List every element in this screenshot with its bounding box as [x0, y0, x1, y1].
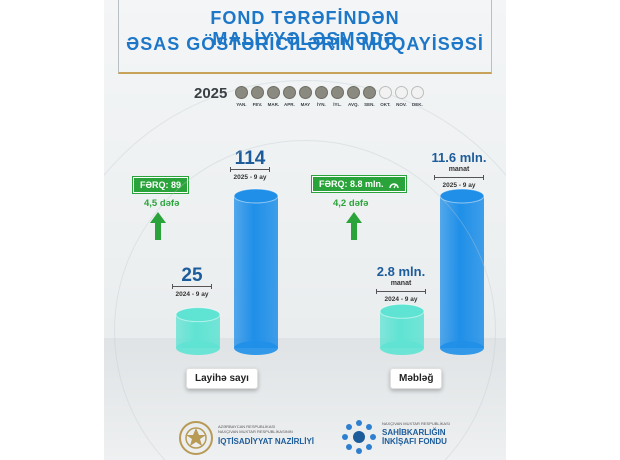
fund-emblem-icon: [342, 420, 376, 454]
bar-2025---9-ay: [233, 188, 279, 355]
bar-2024---9-ay: [175, 307, 221, 355]
month-label: APR.: [283, 102, 295, 107]
label-rule: [434, 175, 484, 180]
month-marker: MAR.: [265, 86, 281, 107]
category-axis-label-amount: Məbləğ: [390, 368, 443, 389]
category-label-projects-2025: 2025 - 9 ay: [233, 174, 267, 181]
ratio-label-amount: 4,2 dəfə: [333, 198, 369, 209]
month-label: YAN.: [236, 102, 247, 107]
timeline-year: 2025: [194, 85, 228, 102]
month-label: İYN.: [316, 102, 326, 107]
month-label: SEN.: [364, 102, 375, 107]
month-dot: [266, 86, 280, 99]
difference-badge-amount: FƏRQ: 8.8 mln.: [312, 176, 407, 192]
header-box: FOND TƏRƏFİNDƏN MALİYYƏLƏŞMƏDƏ ƏSAS GÖST…: [118, 0, 492, 74]
month-dot: [314, 86, 328, 99]
ratio-label-projects: 4,5 dəfə: [144, 198, 180, 209]
month-dot: [282, 86, 296, 99]
month-label: DEK.: [411, 102, 423, 107]
page-title-line1: FOND TƏRƏFİNDƏN MALİYYƏLƏŞMƏDƏ: [210, 8, 400, 49]
month-dots: YAN. FEV. MAR. APR. MAY İYN. İYL. AVQ. SEN. OKT. N…: [233, 86, 425, 107]
value-label-amount-2024: 2.8 mln.: [376, 264, 426, 279]
month-marker: YAN.: [233, 86, 249, 107]
month-dot: [394, 86, 408, 99]
floor-shadow: [104, 338, 506, 460]
up-arrow-icon: [150, 212, 166, 240]
unit-label-amount-2025: manat: [448, 166, 470, 173]
month-marker: İYL.: [329, 86, 345, 107]
up-arrow-icon: [346, 212, 362, 240]
ministry-emblem-icon: [179, 421, 213, 455]
infographic-card: FOND TƏRƏFİNDƏN MALİYYƏLƏŞMƏDƏ ƏSAS GÖST…: [104, 0, 506, 460]
value-label-projects-2025: 114: [234, 148, 266, 169]
month-dot: [298, 86, 312, 99]
month-dot: [362, 86, 376, 99]
category-label-projects-2024: 2024 - 9 ay: [175, 291, 209, 298]
month-marker: FEV.: [249, 86, 265, 107]
ministry-name: İQTİSADİYYAT NAZİRLİYİ: [218, 437, 315, 446]
month-dot: [346, 86, 360, 99]
month-dot: [378, 86, 392, 99]
label-rule: [230, 167, 270, 172]
month-marker: MAY: [297, 86, 313, 107]
category-label-amount-2024: 2024 - 9 ay: [384, 296, 418, 303]
ministry-subtitle: AZƏRBAYCAN RESPUBLİKASI NAXÇIVAN MUXTAR …: [218, 424, 293, 434]
month-label: MAR.: [267, 102, 280, 107]
difference-text-amount: FƏRQ: 8.8 mln.: [319, 179, 384, 189]
month-marker: NOV.: [393, 86, 409, 107]
month-marker: DEK.: [409, 86, 425, 107]
month-label: AVQ.: [348, 102, 359, 107]
bar-2025---9-ay: [439, 188, 485, 355]
month-label: OKT.: [380, 102, 391, 107]
unit-label-amount-2024: manat: [390, 280, 412, 287]
projects-bar-chart: [175, 188, 279, 355]
label-rule: [376, 289, 426, 294]
month-label: NOV.: [396, 102, 407, 107]
page-title-line2: ƏSAS GÖSTƏRİCİLƏRİN MÜQAYİSƏSİ: [126, 34, 484, 54]
month-dot: [410, 86, 424, 99]
month-label: FEV.: [252, 102, 263, 107]
month-marker: İYN.: [313, 86, 329, 107]
difference-badge-projects: FƏRQ: 89: [133, 177, 189, 193]
category-axis-label-projects: Layihə sayı: [186, 368, 258, 389]
value-label-projects-2024: 25: [181, 265, 203, 286]
month-marker: APR.: [281, 86, 297, 107]
label-rule: [172, 284, 212, 289]
fund-subtitle: NAXÇIVAN MUXTAR RESPUBLİKASI: [382, 421, 450, 426]
month-dot: [234, 86, 248, 99]
bar-2024---9-ay: [379, 303, 425, 355]
fund-name: SAHİBKARLIĞIN İNKİŞAFI FONDU: [382, 428, 447, 446]
gauge-icon: [389, 182, 399, 188]
month-timeline: 2025 YAN. FEV. MAR. APR. MAY İYN. İYL. AVQ. SEN.…: [194, 86, 425, 107]
month-marker: AVQ.: [345, 86, 361, 107]
month-marker: OKT.: [377, 86, 393, 107]
month-dot: [250, 86, 264, 99]
month-dot: [330, 86, 344, 99]
value-label-amount-2025: 11.6 mln.: [431, 150, 487, 165]
month-marker: SEN.: [361, 86, 377, 107]
month-label: İYL.: [333, 102, 342, 107]
month-label: MAY: [300, 102, 311, 107]
amount-bar-chart: [379, 188, 485, 355]
category-label-amount-2025: 2025 - 9 ay: [442, 182, 476, 189]
